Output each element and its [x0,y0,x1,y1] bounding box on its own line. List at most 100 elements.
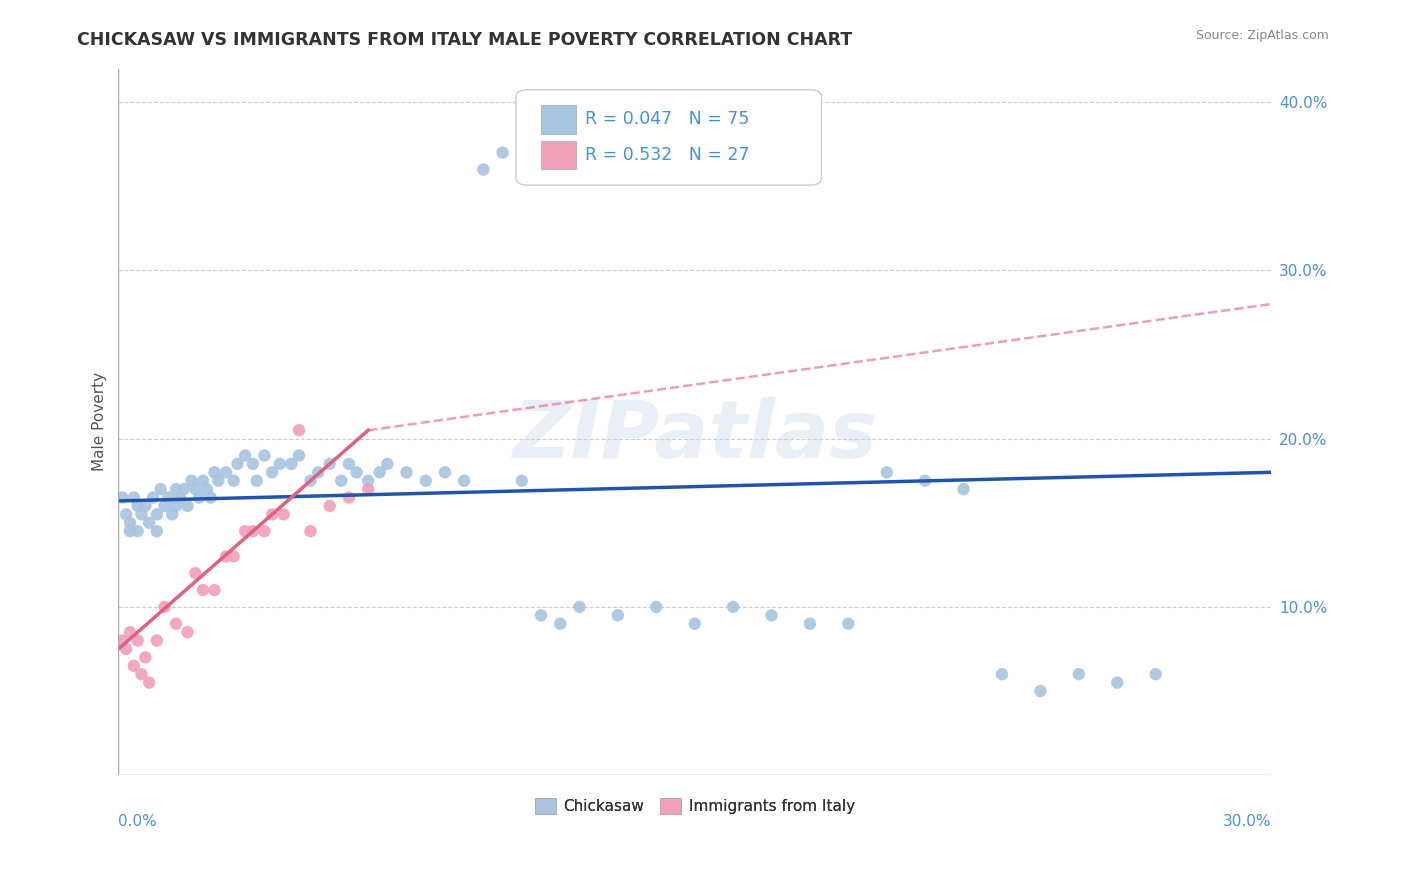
Point [242,457,264,471]
Point [357,482,380,496]
Point [1144,667,1167,681]
Point [568,599,591,614]
Point [111,491,134,505]
Point [200,491,222,505]
Point [127,524,149,539]
FancyBboxPatch shape [516,90,821,186]
Point [288,449,311,463]
Text: Source: ZipAtlas.com: Source: ZipAtlas.com [1195,29,1329,42]
Point [222,474,245,488]
Point [330,474,353,488]
Point [337,491,360,505]
FancyBboxPatch shape [541,105,576,134]
Point [222,549,245,564]
Point [683,616,706,631]
Point [134,650,156,665]
Point [122,658,145,673]
Point [319,457,342,471]
Point [262,466,284,480]
Point [115,508,138,522]
Point [176,499,198,513]
Point [127,633,149,648]
Point [510,474,533,488]
Point [184,566,207,581]
Point [142,491,165,505]
Point [233,449,256,463]
Text: 0.0%: 0.0% [118,814,157,829]
Point [273,508,295,522]
Point [952,482,974,496]
Point [530,608,553,623]
Point [548,616,571,631]
Point [180,474,202,488]
Point [242,524,264,539]
Point [472,162,495,177]
Point [165,499,187,513]
FancyBboxPatch shape [541,141,576,169]
Point [415,474,437,488]
Point [188,491,211,505]
Point [204,466,226,480]
Point [160,508,183,522]
Point [118,516,141,530]
Point [131,508,153,522]
Legend: Chickasaw, Immigrants from Italy: Chickasaw, Immigrants from Italy [529,792,860,821]
Text: CHICKASAW VS IMMIGRANTS FROM ITALY MALE POVERTY CORRELATION CHART: CHICKASAW VS IMMIGRANTS FROM ITALY MALE … [77,31,852,49]
Point [169,491,191,505]
Point [127,499,149,513]
Point [262,508,284,522]
Point [215,466,238,480]
Point [195,482,218,496]
Point [131,667,153,681]
Point [1067,667,1090,681]
Point [1029,684,1052,698]
Y-axis label: Male Poverty: Male Poverty [93,372,107,471]
Point [645,599,668,614]
Point [226,457,249,471]
Point [433,466,456,480]
Point [165,616,187,631]
Point [111,633,134,648]
Point [357,474,380,488]
Point [288,423,311,437]
Text: R = 0.532   N = 27: R = 0.532 N = 27 [585,145,749,164]
Point [246,474,269,488]
Point [253,524,276,539]
Point [215,549,238,564]
Point [146,633,169,648]
Point [233,524,256,539]
Point [173,482,195,496]
Point [491,145,513,160]
Point [319,499,342,513]
Point [253,449,276,463]
Point [269,457,291,471]
Point [184,482,207,496]
Point [118,625,141,640]
Point [122,491,145,505]
Point [307,466,329,480]
Point [165,482,187,496]
Point [153,499,176,513]
Point [191,474,214,488]
Point [876,466,898,480]
Point [368,466,391,480]
Point [453,474,475,488]
Point [299,524,322,539]
Point [606,608,628,623]
Point [138,516,160,530]
Point [146,524,169,539]
Point [115,642,138,657]
Point [799,616,821,631]
Point [191,583,214,598]
Point [914,474,936,488]
Point [395,466,418,480]
Point [149,482,172,496]
Point [204,583,226,598]
Point [991,667,1014,681]
Point [207,474,229,488]
Point [138,675,160,690]
Point [299,474,322,488]
Text: ZIPatlas: ZIPatlas [512,397,877,475]
Point [157,491,180,505]
Point [134,499,156,513]
